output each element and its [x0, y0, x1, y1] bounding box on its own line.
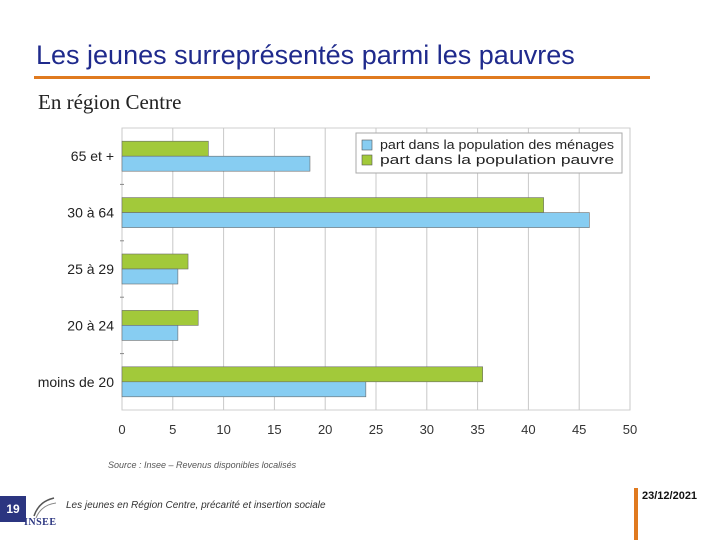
- bar: [121, 268, 179, 285]
- bar: [121, 366, 483, 383]
- category-label: moins de 20: [38, 374, 114, 390]
- x-tick-label: 0: [118, 422, 125, 437]
- bar: [121, 155, 311, 172]
- legend-label: part dans la population des ménages: [380, 137, 615, 152]
- bar: [121, 381, 367, 398]
- x-tick-label: 20: [318, 422, 332, 437]
- bar: [121, 140, 209, 157]
- insee-logo-icon: [33, 497, 57, 519]
- legend-box: [355, 132, 623, 174]
- chart-source: Source : Insee – Revenus disponibles loc…: [108, 460, 297, 470]
- bar: [121, 310, 199, 326]
- legend-swatch: [361, 139, 373, 151]
- category-label: 20 à 24: [67, 317, 114, 333]
- x-tick-label: 15: [267, 422, 281, 437]
- footer-accent-bar: [634, 488, 638, 540]
- x-tick-label: 5: [169, 422, 176, 437]
- legend-label: part dans la population pauvre: [380, 152, 614, 167]
- x-tick-label: 25: [369, 422, 383, 437]
- bar: [121, 212, 590, 228]
- x-tick-label: 45: [572, 422, 586, 437]
- x-tick-label: 50: [623, 422, 637, 437]
- x-tick-label: 35: [470, 422, 484, 437]
- category-label: 65 et +: [71, 148, 114, 164]
- slide-title: Les jeunes surreprésentés parmi les pauv…: [36, 40, 575, 70]
- x-tick-label: 40: [521, 422, 535, 437]
- x-tick-label: 10: [216, 422, 230, 437]
- title-underline: [34, 76, 650, 79]
- logo-label: INSEE: [24, 517, 57, 528]
- bar: [121, 253, 189, 270]
- category-label: 30 à 64: [67, 205, 114, 221]
- footer-text: Les jeunes en Région Centre, précarité e…: [66, 500, 326, 511]
- category-label: 25 à 29: [67, 261, 114, 277]
- x-tick-label: 30: [420, 422, 434, 437]
- slide-subtitle: En région Centre: [38, 90, 182, 114]
- bar: [121, 197, 544, 213]
- page-number: 19: [0, 496, 26, 522]
- footer-date: 23/12/2021: [642, 490, 698, 502]
- bar: [121, 325, 179, 341]
- legend-swatch: [361, 154, 373, 166]
